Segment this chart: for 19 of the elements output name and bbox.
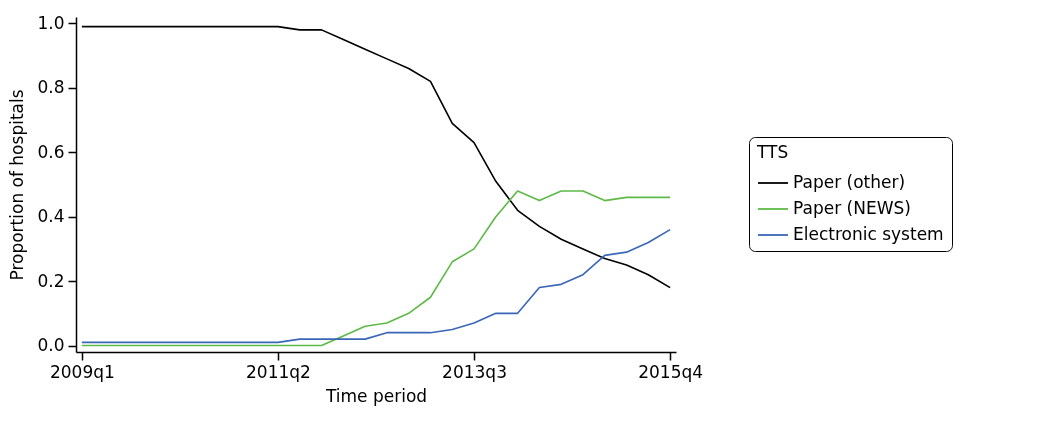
y-tick-label: 0.2	[37, 270, 65, 291]
y-axis-title: Proportion of hospitals	[7, 89, 28, 281]
x-tick-label: 2015q4	[638, 361, 704, 382]
x-tick-label: 2009q1	[49, 361, 115, 382]
x-axis-title: Time period	[324, 385, 428, 406]
y-tick-label: 0.0	[37, 335, 65, 356]
y-tick-label: 0.8	[37, 77, 65, 98]
legend-label: Electronic system	[793, 224, 944, 244]
legend-label: Paper (other)	[793, 172, 906, 192]
y-tick-label: 0.4	[37, 206, 65, 227]
line-series	[81, 25, 671, 289]
legend-label: Paper (NEWS)	[793, 198, 911, 218]
x-tick-label: 2013q3	[442, 361, 507, 382]
legend-title: TTS	[756, 142, 789, 162]
x-tick-label: 2011q2	[246, 361, 311, 382]
line-series	[81, 190, 671, 347]
y-tick-label: 1.0	[37, 12, 65, 33]
line-series	[81, 228, 671, 344]
y-tick-label: 0.6	[37, 141, 65, 162]
